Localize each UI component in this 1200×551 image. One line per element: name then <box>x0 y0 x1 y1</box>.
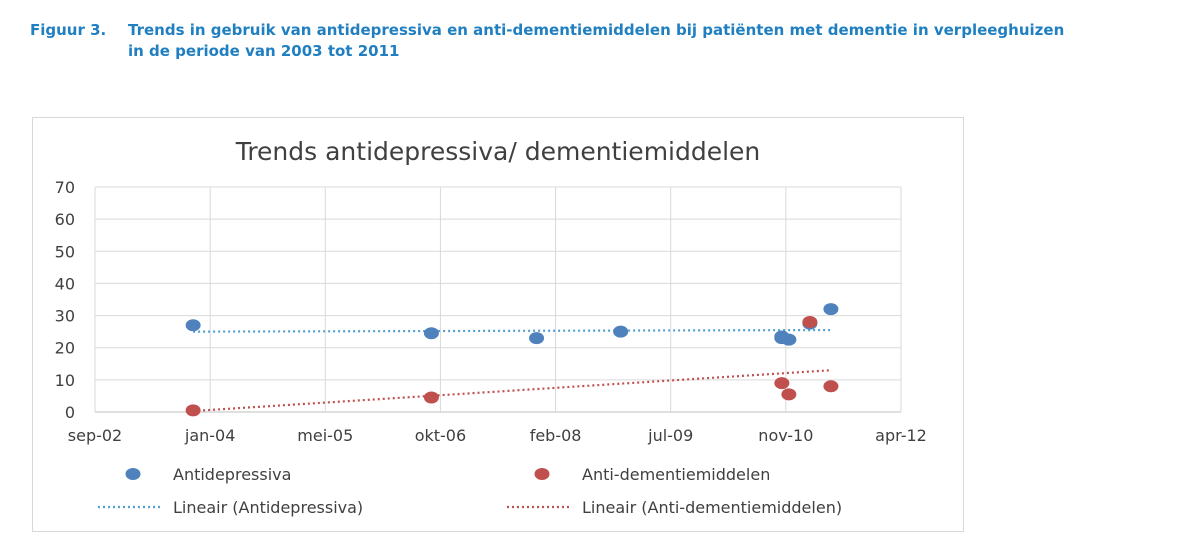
y-tick-label: 50 <box>55 242 75 261</box>
trendline <box>193 369 831 413</box>
y-tick-label: 70 <box>55 178 75 197</box>
legend-marker <box>125 468 141 480</box>
y-tick-label: 20 <box>55 339 75 358</box>
data-point <box>613 325 629 338</box>
caption-line1: Trends in gebruik van antidepressiva en … <box>128 21 1065 39</box>
data-point <box>823 303 839 316</box>
x-tick-label: apr-12 <box>875 426 927 445</box>
figure-caption: Figuur 3. Trends in gebruik van antidepre… <box>30 20 1064 62</box>
legend-label: Antidepressiva <box>173 465 291 484</box>
x-tick-label: jul-09 <box>647 426 693 445</box>
legend-label: Lineair (Antidepressiva) <box>173 498 363 517</box>
x-tick-label: feb-08 <box>530 426 582 445</box>
data-point <box>781 333 797 346</box>
caption-line2: in de periode van 2003 tot 2011 <box>128 42 400 60</box>
trendline <box>193 328 831 333</box>
x-tick-label: okt-06 <box>415 426 466 445</box>
chart-title: Trends antidepressiva/ dementiemiddelen <box>235 137 761 166</box>
data-point <box>774 377 790 390</box>
data-point <box>185 319 201 332</box>
x-tick-label: mei-05 <box>297 426 353 445</box>
y-tick-label: 0 <box>65 403 75 422</box>
data-point <box>823 380 839 393</box>
y-tick-label: 60 <box>55 210 75 229</box>
caption-label: Figuur 3. <box>30 21 107 39</box>
y-tick-label: 30 <box>55 307 75 326</box>
chart-container: Trends antidepressiva/ dementiemiddelen 0… <box>32 117 964 532</box>
legend-label: Lineair (Anti-dementiemiddelen) <box>582 498 842 517</box>
data-point <box>423 391 439 404</box>
data-point <box>185 404 201 417</box>
y-tick-label: 40 <box>55 274 75 293</box>
x-tick-label: sep-02 <box>68 426 122 445</box>
data-point <box>529 332 545 345</box>
data-point <box>781 388 797 401</box>
data-point <box>423 327 439 340</box>
x-tick-label: jan-04 <box>184 426 236 445</box>
legend-label: Anti-dementiemiddelen <box>582 465 770 484</box>
data-point <box>802 316 818 328</box>
legend-marker <box>534 468 550 480</box>
y-tick-label: 10 <box>55 371 75 390</box>
x-tick-label: nov-10 <box>758 426 813 445</box>
chart-svg: Trends antidepressiva/ dementiemiddelen 0… <box>55 137 927 517</box>
